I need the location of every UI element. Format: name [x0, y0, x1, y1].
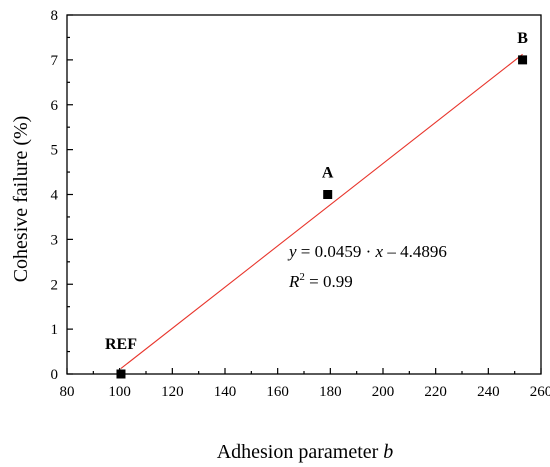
data-points: REF A B: [105, 30, 528, 379]
x-tick-label: 120: [161, 384, 184, 400]
fit-line-group: [120, 53, 523, 369]
y-axis-title: Cohesive failure (%): [10, 116, 32, 283]
x-tick-label: 240: [477, 384, 500, 400]
y-axis-ticks: 0 1 2 3 4 5 6 7 8: [51, 8, 73, 383]
x-tick-label: 180: [319, 384, 342, 400]
x-tick-label: 140: [214, 384, 237, 400]
x-tick-label: 260: [530, 384, 550, 400]
data-point-b: [518, 55, 528, 65]
x-tick-label: 200: [372, 384, 395, 400]
data-point-ref: [116, 369, 126, 379]
plot-frame: [66, 14, 542, 375]
x-tick-label: 220: [424, 384, 447, 400]
x-axis-ticks: 80 100 120 140 160 180 200 220 240 260: [60, 368, 550, 400]
y-tick-label: 8: [51, 8, 59, 24]
x-tick-label: 100: [108, 384, 131, 400]
y-tick-label: 1: [51, 322, 59, 338]
y-tick-label: 4: [51, 188, 59, 204]
x-axis-title: Adhesion parameter b: [217, 441, 394, 463]
data-point-a: [323, 190, 333, 199]
point-label-a: A: [322, 165, 334, 182]
y-tick-label: 7: [51, 53, 59, 69]
x-tick-label: 160: [266, 384, 289, 400]
fit-equation: y = 0.0459 · x – 4.4896: [287, 242, 447, 261]
y-tick-label: 0: [51, 367, 59, 383]
plot-border: [66, 14, 542, 375]
y-tick-label: 6: [51, 98, 59, 114]
regression-line: [120, 53, 523, 369]
point-label-b: B: [517, 30, 528, 47]
x-tick-label: 80: [60, 384, 75, 400]
y-tick-label: 5: [51, 143, 59, 159]
point-label-ref: REF: [105, 336, 137, 353]
y-tick-label: 2: [51, 277, 59, 293]
y-tick-label: 3: [51, 232, 59, 248]
r-squared: R2 = 0.99: [288, 271, 353, 291]
